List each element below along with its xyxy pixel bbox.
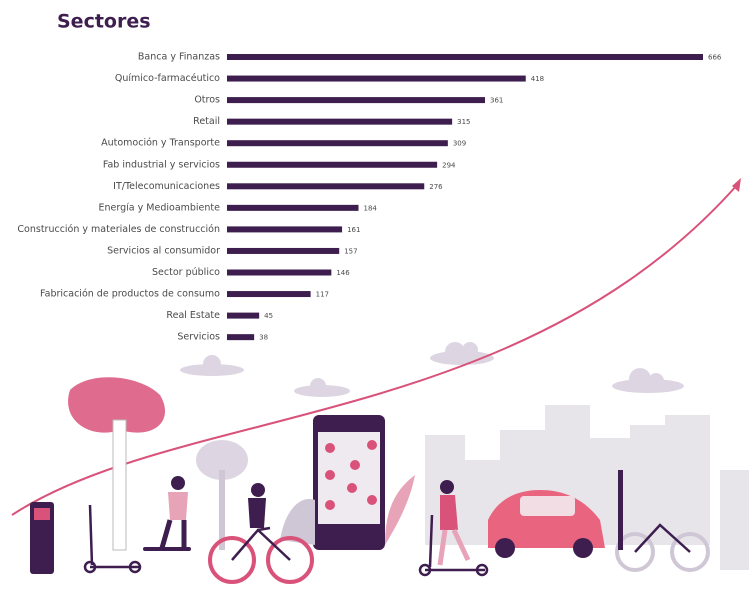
category-label: Banca y Finanzas	[138, 52, 220, 63]
category-label: Real Estate	[166, 310, 220, 321]
bar	[227, 291, 311, 297]
value-label: 161	[347, 226, 360, 234]
trunk	[113, 420, 126, 550]
category-label: Automoción y Transporte	[101, 138, 220, 149]
category-label: Servicios al consumidor	[107, 245, 220, 256]
bar	[227, 97, 485, 103]
bar	[227, 205, 359, 211]
category-label: Retail	[193, 116, 220, 127]
charger-screen	[34, 508, 50, 520]
value-label: 45	[264, 312, 273, 320]
wheel	[495, 538, 515, 558]
lamp-post	[618, 470, 623, 550]
value-label: 157	[344, 247, 357, 255]
page: Sectores	[0, 0, 749, 605]
category-label: Fabricación de productos de consumo	[40, 289, 220, 300]
value-label: 146	[336, 269, 350, 277]
bar	[227, 270, 331, 276]
category-label: Construcción y materiales de construcció…	[17, 224, 220, 235]
car-window	[520, 496, 575, 516]
bar	[227, 119, 452, 125]
kiosk	[720, 470, 749, 570]
value-label: 184	[364, 204, 378, 212]
wheel	[573, 538, 593, 558]
value-label: 38	[259, 334, 268, 342]
value-label: 361	[490, 97, 503, 105]
value-label: 315	[457, 118, 470, 126]
bar	[227, 162, 437, 168]
chart-title: Sectores	[57, 11, 151, 33]
clouds	[180, 342, 684, 397]
bar	[227, 54, 703, 60]
value-label: 276	[429, 183, 443, 191]
category-label: IT/Telecomunicaciones	[113, 181, 220, 192]
bar	[227, 140, 448, 146]
category-label: Servicios	[177, 332, 220, 343]
bar	[227, 313, 259, 319]
value-label: 117	[316, 291, 329, 299]
category-label: Sector público	[152, 267, 220, 278]
bar	[227, 183, 424, 189]
bar	[227, 226, 342, 232]
bar	[227, 76, 526, 82]
leaf	[385, 475, 415, 545]
category-label: Energía y Medioambiente	[99, 202, 221, 213]
category-label: Fab industrial y servicios	[103, 159, 220, 170]
illustration	[12, 178, 749, 582]
category-label: Otros	[194, 95, 220, 106]
bar	[227, 334, 254, 340]
value-label: 294	[442, 161, 456, 169]
bar	[227, 248, 339, 254]
value-label: 309	[453, 140, 466, 148]
category-label: Químico-farmacéutico	[115, 73, 220, 84]
value-label: 418	[531, 75, 544, 83]
value-label: 666	[708, 54, 722, 62]
